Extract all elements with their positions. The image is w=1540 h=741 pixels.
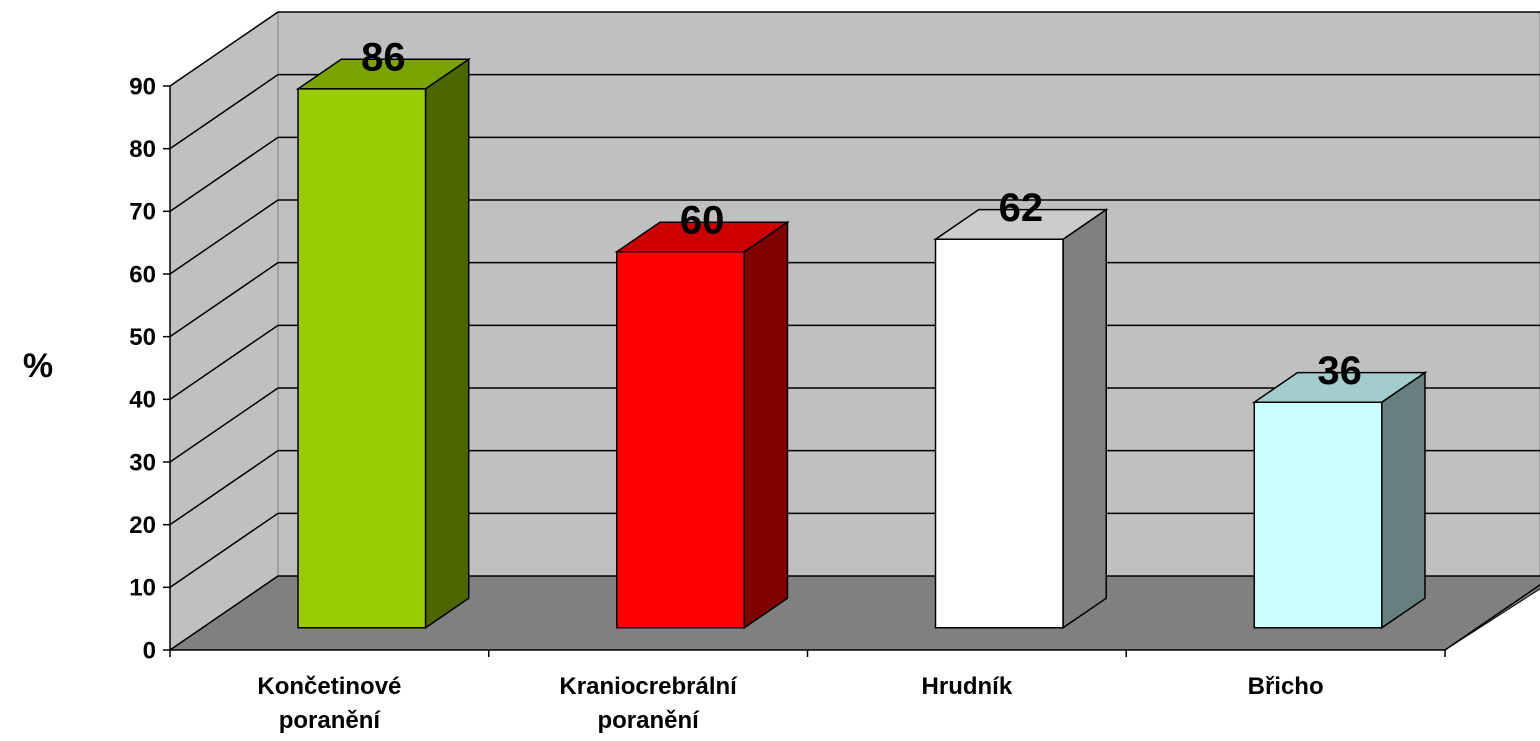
grid-line — [169, 324, 279, 400]
y-tick-label: 10 — [129, 575, 156, 602]
data-label: 60 — [680, 199, 725, 243]
bar — [616, 251, 746, 629]
bar-side — [424, 57, 470, 630]
y-tick-label: 60 — [129, 261, 156, 288]
grid-line — [169, 512, 279, 588]
bar-side — [1381, 371, 1426, 630]
grid-line — [169, 11, 279, 87]
x-tick-label: Hrudník — [921, 673, 1013, 700]
bar-side — [743, 220, 789, 630]
grid-line — [169, 262, 279, 338]
y-tick-label: 80 — [129, 136, 156, 163]
y-axis-label: % — [23, 347, 53, 385]
data-label: 86 — [361, 36, 406, 80]
grid-line — [169, 199, 279, 275]
side-wall — [169, 11, 279, 651]
grid-line — [169, 74, 279, 150]
y-tick-label: 20 — [129, 512, 156, 539]
grid-line — [169, 387, 279, 463]
grid-line — [169, 450, 279, 526]
bar-side — [1062, 208, 1107, 630]
y-tick-label: 40 — [129, 387, 156, 414]
data-label: 36 — [1317, 349, 1362, 393]
bar — [934, 238, 1064, 629]
floor-edge — [1444, 583, 1540, 651]
grid-line — [169, 136, 279, 212]
x-tick-label: Končetinové poranění — [257, 673, 402, 734]
data-label: 62 — [999, 186, 1044, 230]
y-tick-label: 30 — [129, 449, 156, 476]
x-tick-label: Břicho — [1247, 673, 1324, 700]
bar — [297, 88, 427, 629]
y-tick-label: 50 — [129, 324, 156, 351]
x-tick-label: Kraniocrebrální poranění — [559, 673, 737, 734]
y-tick-label: 90 — [129, 73, 156, 100]
y-tick-label: 0 — [143, 637, 156, 664]
y-tick-label: 70 — [129, 199, 156, 226]
grid-line — [169, 575, 279, 651]
bar — [1253, 401, 1383, 629]
